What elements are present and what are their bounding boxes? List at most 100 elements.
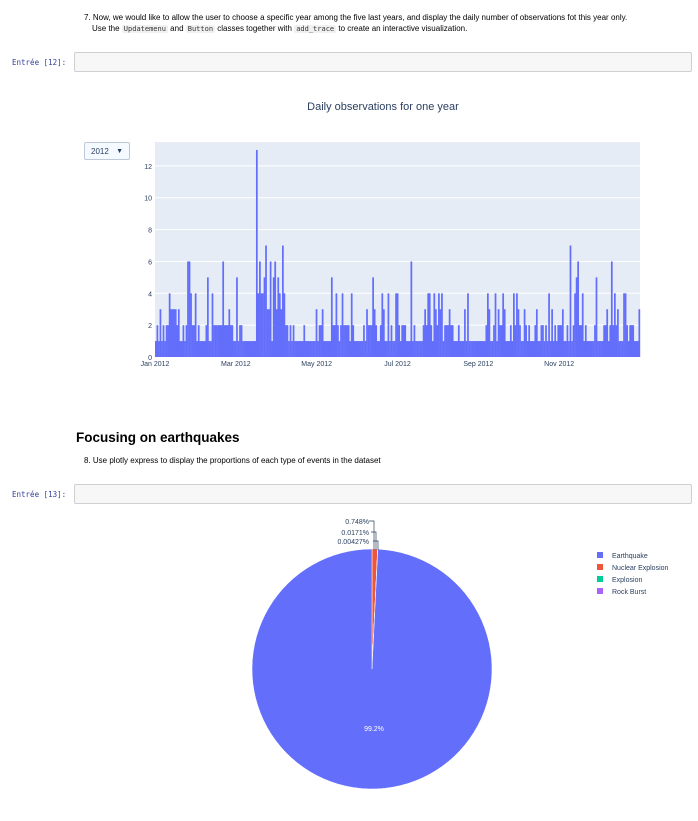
bar <box>457 325 460 357</box>
legend-label[interactable]: Earthquake <box>612 553 648 560</box>
bar <box>460 341 463 357</box>
legend-label[interactable]: Nuclear Explosion <box>612 565 669 572</box>
instruction-text-8: 8. Use plotly express to display the pro… <box>84 456 381 465</box>
bar <box>239 325 241 357</box>
bar <box>473 341 475 357</box>
bar <box>233 341 235 357</box>
bar <box>476 341 479 357</box>
bar <box>324 341 327 357</box>
bar <box>389 341 391 357</box>
bar <box>603 325 606 357</box>
bar <box>438 293 440 357</box>
bar <box>341 293 344 357</box>
bar <box>534 325 537 357</box>
legend-label[interactable]: Rock Burst <box>612 589 646 596</box>
bar <box>219 325 221 357</box>
bar <box>155 341 157 357</box>
bar <box>620 341 622 357</box>
bar <box>609 325 612 357</box>
bar <box>439 309 442 357</box>
x-axis-ticks: Jan 2012 Mar 2012 May 2012 Jul 2012 Sep 2012… <box>141 361 575 368</box>
bar <box>565 341 567 357</box>
bar <box>332 325 335 357</box>
bar <box>402 325 405 357</box>
bar <box>199 341 202 357</box>
bar <box>162 325 165 357</box>
bar <box>525 325 527 357</box>
markdown-cell-7: 7. Now, we would like to allow the user … <box>84 12 684 35</box>
bar <box>424 309 426 357</box>
bar <box>471 341 474 357</box>
bar <box>546 341 549 357</box>
bar <box>373 309 376 357</box>
bar <box>490 341 492 357</box>
bar <box>528 325 531 357</box>
bar <box>487 293 489 357</box>
bar <box>592 341 595 357</box>
y-tick-label: 10 <box>144 196 152 203</box>
bar <box>551 309 553 357</box>
bar <box>586 341 589 357</box>
bar <box>335 293 338 357</box>
bar <box>171 309 174 357</box>
bar <box>177 309 180 357</box>
bar <box>271 341 274 357</box>
bar <box>262 293 264 357</box>
bar <box>594 325 596 357</box>
bar <box>479 341 482 357</box>
code-cell-12[interactable] <box>74 52 692 72</box>
bar <box>532 341 535 357</box>
bar <box>346 325 348 357</box>
bar <box>265 245 267 357</box>
pie-leader-line <box>369 520 375 550</box>
bar <box>561 309 564 357</box>
bar <box>569 245 572 357</box>
bar <box>347 325 350 357</box>
bar <box>572 325 575 357</box>
bar <box>618 341 621 357</box>
bar <box>185 325 188 357</box>
bar <box>254 341 257 357</box>
bar <box>164 341 166 357</box>
pie-labels: 99.2% 0.748% 0.0171% 0.00427% <box>337 519 383 733</box>
bar <box>623 293 625 357</box>
bar <box>638 309 641 357</box>
bar <box>329 341 332 357</box>
legend-swatch <box>597 564 603 570</box>
bar <box>627 341 630 357</box>
bar <box>363 325 365 357</box>
code-cell-13[interactable] <box>74 484 692 504</box>
bar <box>610 261 613 357</box>
bar <box>229 325 232 357</box>
legend-label[interactable]: Explosion <box>612 577 642 584</box>
bar <box>464 309 466 357</box>
bar <box>190 293 192 357</box>
bar <box>266 309 269 357</box>
bar <box>416 341 419 357</box>
bar <box>522 341 524 357</box>
bar <box>228 309 231 357</box>
bar <box>482 341 485 357</box>
bar <box>202 341 205 357</box>
y-tick-label: 12 <box>144 164 152 171</box>
bar <box>635 341 638 357</box>
bar <box>529 341 532 357</box>
x-tick-label: Jul 2012 <box>384 361 411 368</box>
bar <box>595 277 598 357</box>
bars <box>155 149 641 357</box>
legend-swatch <box>597 588 603 594</box>
bar <box>181 341 183 357</box>
bar <box>269 261 272 357</box>
bar <box>630 325 633 357</box>
bar <box>367 325 370 357</box>
bar <box>300 341 303 357</box>
bar <box>427 293 430 357</box>
instruction-text-7: 7. Now, we would like to allow the user … <box>84 13 628 22</box>
pie-slice <box>251 548 493 790</box>
bar <box>396 293 399 357</box>
year-dropdown[interactable]: 2012 ▼ <box>84 142 130 160</box>
bar <box>318 325 321 357</box>
bar <box>575 277 578 357</box>
bar <box>308 341 310 357</box>
bar <box>425 325 428 357</box>
